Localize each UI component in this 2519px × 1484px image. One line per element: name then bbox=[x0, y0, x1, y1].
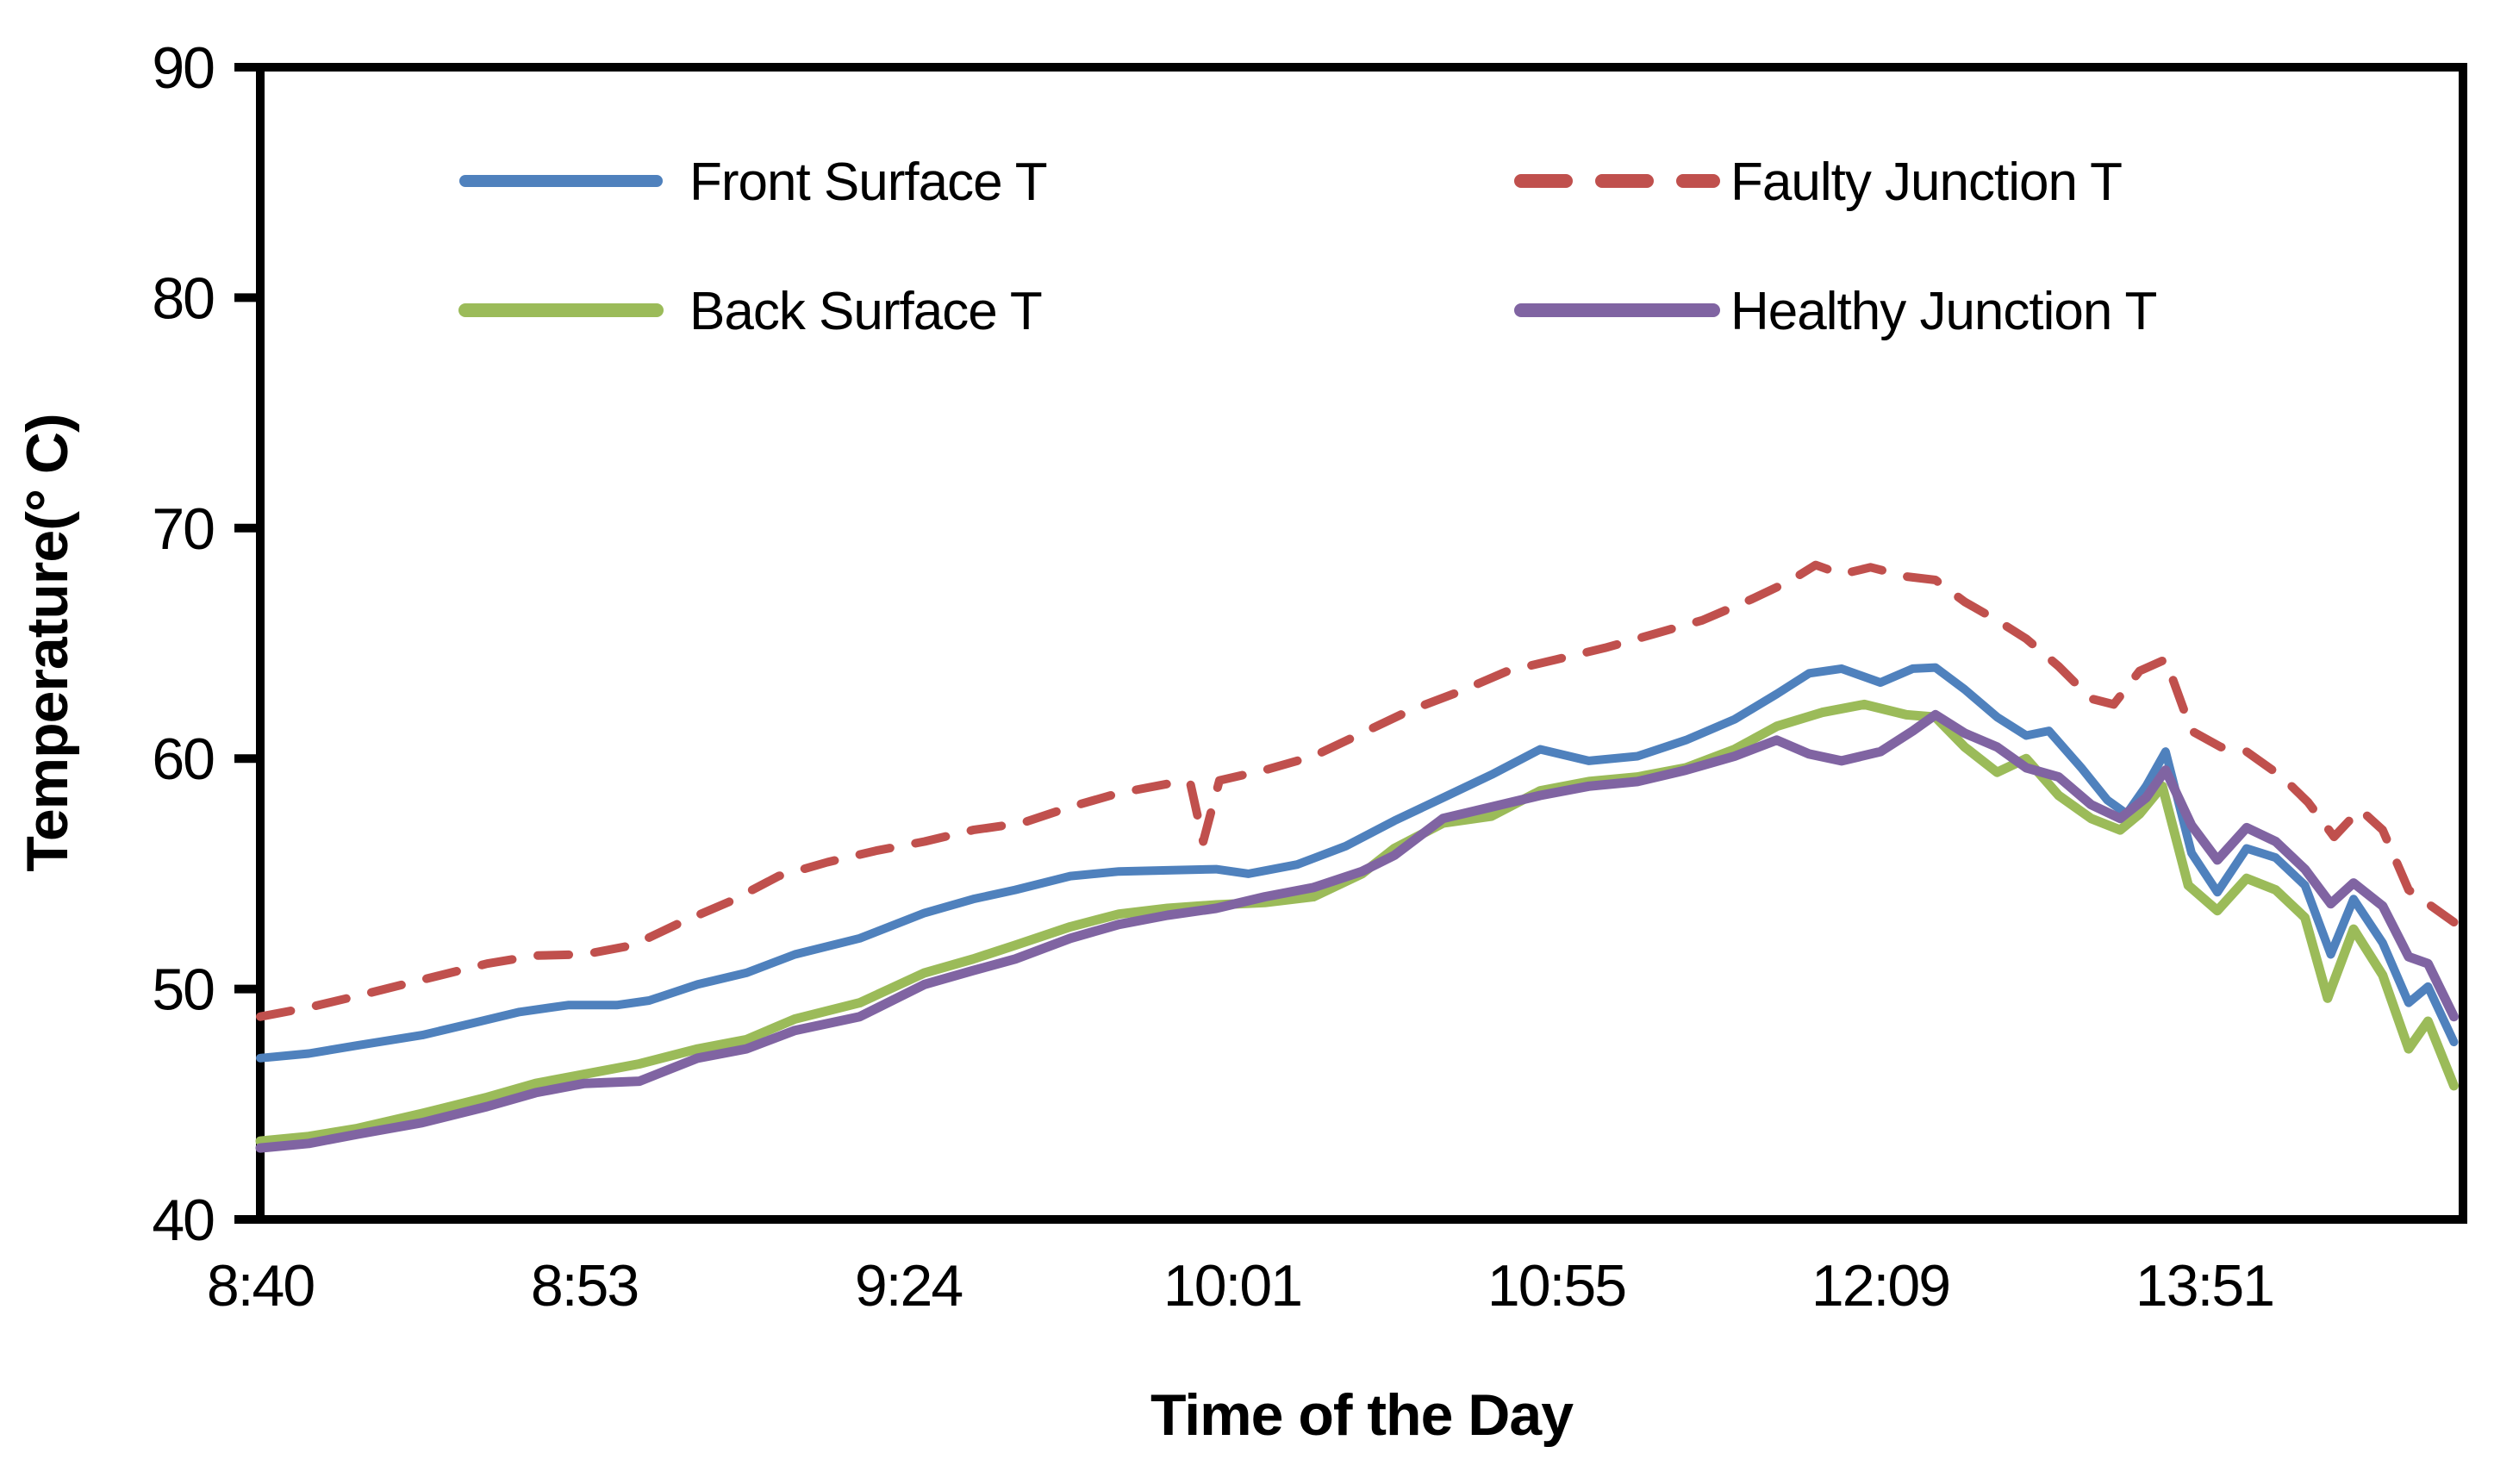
legend-item-back-surface: Back Surface T bbox=[458, 282, 1043, 341]
x-axis-labels: 8:40 8:53 9:24 10:01 10:55 12:09 13:51 bbox=[207, 1253, 2275, 1319]
x-tick-label: 9:24 bbox=[855, 1253, 963, 1319]
x-axis-title: Time of the Day bbox=[1150, 1382, 1574, 1448]
legend-item-healthy-junction: Healthy Junction T bbox=[1514, 282, 2157, 341]
x-tick-label: 13:51 bbox=[2136, 1253, 2273, 1319]
y-tick-label: 40 bbox=[152, 1188, 214, 1253]
y-tick-label: 90 bbox=[152, 35, 214, 101]
legend-item-faulty-junction: Faulty Junction T bbox=[1514, 153, 2123, 212]
faulty-junction-line bbox=[256, 560, 2459, 1021]
x-tick-label: 10:55 bbox=[1487, 1253, 1625, 1319]
y-tick-label: 80 bbox=[152, 265, 214, 331]
x-tick-label: 12:09 bbox=[1811, 1253, 1949, 1319]
legend-label-healthy-junction: Healthy Junction T bbox=[1730, 282, 2156, 341]
x-tick-label: 8:40 bbox=[207, 1253, 315, 1319]
y-tick-label: 70 bbox=[152, 496, 214, 562]
legend: Front Surface T Faulty Junction T Back S… bbox=[458, 153, 2157, 341]
healthy-junction-line bbox=[255, 709, 2459, 1153]
legend-label-back-surface: Back Surface T bbox=[689, 282, 1042, 341]
legend-item-front-surface: Front Surface T bbox=[459, 153, 1048, 212]
x-tick-label: 8:53 bbox=[531, 1253, 638, 1319]
y-tick-label: 50 bbox=[152, 957, 214, 1023]
legend-label-front-surface: Front Surface T bbox=[689, 153, 1047, 212]
y-tick-label: 60 bbox=[152, 726, 214, 792]
plot-frame bbox=[256, 63, 2467, 1224]
y-axis-ticks bbox=[234, 63, 260, 1224]
front-surface-line bbox=[256, 663, 2459, 1063]
series-lines bbox=[255, 560, 2459, 1153]
y-axis-title: Temperature(° C) bbox=[15, 414, 80, 871]
back-surface-line bbox=[255, 699, 2459, 1146]
x-tick-label: 10:01 bbox=[1163, 1253, 1301, 1319]
legend-label-faulty-junction: Faulty Junction T bbox=[1730, 153, 2122, 212]
y-axis-labels: 40 50 60 70 80 90 bbox=[152, 35, 215, 1253]
